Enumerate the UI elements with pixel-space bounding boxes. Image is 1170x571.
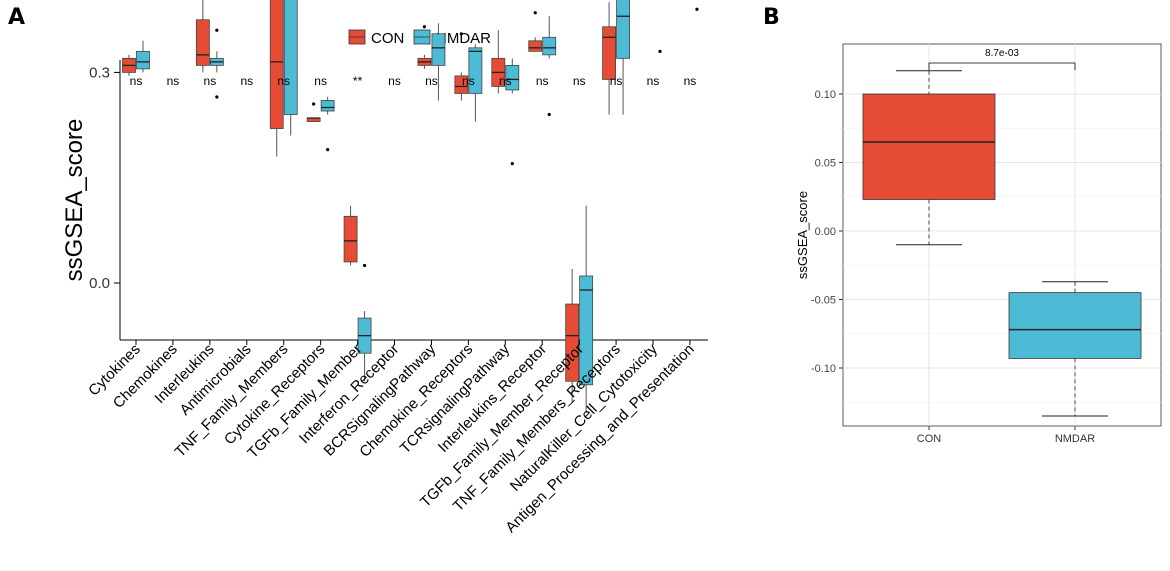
panel-a-significance: ns ns ns ns ns ns ** ns ns ns ns ns ns ns ns ns (130, 74, 697, 88)
a-nmdar-4-box (283, 0, 298, 115)
a-sig-label-0: ns (130, 74, 143, 88)
a-sig-label-2: ns (204, 74, 217, 88)
b-box-0 (862, 93, 996, 200)
a-con-11-outlier-0 (533, 11, 537, 15)
b-ytick-label-3: -0.05 (811, 295, 836, 307)
a-nmdar-8-box (431, 33, 446, 66)
a-category-5 (306, 96, 335, 152)
a-category-0 (122, 40, 150, 76)
a-sig-label-5: ns (314, 74, 327, 88)
b-ytick-label-4: -0.10 (811, 363, 836, 375)
pvalue-bracket-line (928, 62, 1076, 70)
b-ytick-label-2: 0.00 (815, 226, 836, 238)
panel-b-pvalue-bracket: 8.7e-03 (928, 48, 1076, 70)
a-nmdar-5-box (320, 100, 335, 112)
a-category-14 (658, 49, 662, 53)
a-nmdar-10-outlier-0 (510, 162, 514, 166)
a-category-6 (343, 205, 372, 382)
a-category-12 (565, 205, 594, 413)
a-category-15 (695, 7, 699, 11)
panel-b-y-label: ssGSEA_score (795, 191, 810, 279)
panel-a-y-ticks: 0.00.30.60.9 (89, 64, 120, 292)
b-box-group-1 (1008, 281, 1142, 417)
panel-b-label: B (763, 5, 780, 30)
a-nmdar-12-box (579, 275, 594, 386)
a-sig-label-3: ns (240, 74, 253, 88)
a-sig-label-13: ns (610, 74, 623, 88)
panel-a-y-label: ssGSEA_score (61, 119, 88, 282)
a-category-4 (269, 0, 298, 157)
a-nmdar-5-outlier-0 (326, 148, 330, 152)
legend-con-label: CON (371, 30, 404, 47)
b-xtick-label-0: CON (917, 433, 942, 445)
a-con-9-outlier-0 (459, 32, 463, 36)
a-con-13-box (602, 26, 616, 80)
a-con-11-box (528, 40, 543, 52)
b-ytick-label-1: 0.05 (815, 158, 836, 170)
a-nmdar-9-box (468, 47, 483, 94)
a-category-11 (528, 11, 557, 117)
a-sig-label-14: ns (647, 74, 660, 88)
a-category-9 (454, 32, 483, 122)
a-nmdar-2-outlier-0 (215, 28, 219, 32)
a-nmdar-11-outlier-0 (547, 112, 551, 117)
a-sig-label-9: ns (462, 74, 475, 88)
a-category-13 (602, 0, 630, 115)
panel-b-x-ticks: CON NMDAR (917, 426, 1095, 445)
a-nmdar-6-outlier-0 (362, 263, 367, 268)
legend-nmdar-label: NMDAR (436, 30, 491, 47)
pvalue-label: 8.7e-03 (985, 48, 1019, 59)
b-xtick-label-1: NMDAR (1055, 433, 1095, 445)
a-ytick-label-1: 0.3 (89, 64, 110, 81)
a-sig-label-15: ns (684, 74, 697, 88)
a-category-10 (491, 30, 520, 166)
b-box-1 (1008, 292, 1142, 359)
panel-b: 0.10 0.05 0.00 -0.05 -0.10 ssGSEA_score CON N… (795, 43, 1162, 445)
a-sig-label-7: ns (388, 74, 401, 88)
legend: CON NMDAR (348, 29, 491, 47)
a-nmdar-11-box (542, 36, 557, 56)
a-nmdar-13-box (616, 0, 630, 59)
a-sig-label-6: ** (353, 74, 363, 88)
a-con-2-box (195, 19, 210, 66)
a-con-6-box (343, 215, 358, 263)
b-ytick-label-0: 0.10 (815, 89, 836, 101)
a-sig-label-11: ns (536, 74, 549, 88)
panel-a: 0.00.30.60.9 ssGSEA_score CytokinesChemo… (61, 0, 708, 536)
panel-b-y-ticks: 0.10 0.05 0.00 -0.05 -0.10 (811, 89, 843, 375)
a-con-8-outlier-0 (422, 25, 427, 29)
panel-b-boxes (862, 70, 1142, 417)
a-category-2 (195, 0, 224, 99)
a-sig-label-12: ns (573, 74, 586, 88)
a-nmdar-14-outlier-0 (658, 49, 662, 53)
a-nmdar-10-box (505, 64, 520, 91)
a-sig-label-8: ns (425, 74, 438, 88)
panel-a-boxes (122, 0, 699, 413)
a-ytick-label-0: 0.0 (89, 275, 110, 292)
b-box-group-0 (862, 70, 996, 246)
a-sig-label-1: ns (167, 74, 180, 88)
a-sig-label-4: ns (277, 74, 290, 88)
a-con-4-box (269, 0, 284, 129)
panel-a-x-ticks: CytokinesChemokinesInterleukinsAntimicro… (85, 340, 698, 536)
panel-a-label: A (8, 5, 25, 30)
a-sig-label-10: ns (499, 74, 512, 88)
a-nmdar-15-outlier-0 (695, 7, 699, 11)
a-category-8 (417, 23, 446, 101)
a-con-5-outlier-0 (312, 102, 316, 106)
a-con-9-box (454, 75, 469, 94)
a-nmdar-0-box (136, 50, 150, 70)
a-nmdar-2-outlier-1 (215, 95, 219, 99)
